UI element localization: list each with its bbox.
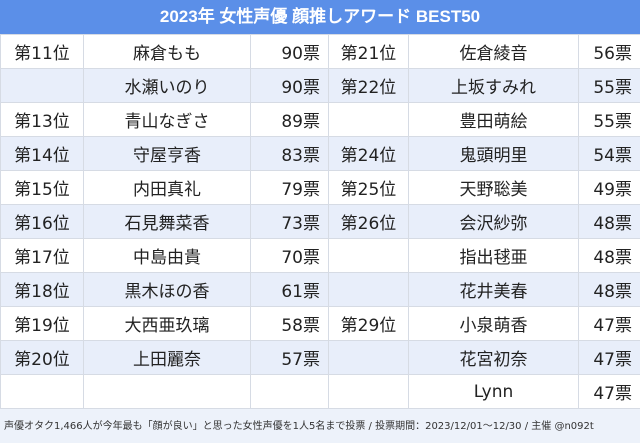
name-cell: 水瀬いのり [83, 68, 251, 103]
table-row: 第14位 守屋亨香 83票 第24位 鬼頭明里 54票 [0, 136, 640, 171]
votes-cell: 47票 [578, 340, 640, 375]
rank-cell: 第20位 [0, 340, 84, 375]
votes-cell: 47票 [578, 374, 640, 409]
votes-cell [250, 374, 329, 409]
rank-cell [0, 68, 84, 103]
name-cell: 花井美春 [408, 272, 579, 307]
rank-cell: 第18位 [0, 272, 84, 307]
table-row: 第18位 黒木ほの香 61票 花井美春 48票 [0, 272, 640, 307]
name-cell: 中島由貴 [83, 238, 251, 273]
votes-cell: 90票 [250, 68, 329, 103]
name-cell: 石見舞菜香 [83, 204, 251, 239]
rank-cell [328, 102, 409, 137]
name-cell: 佐倉綾音 [408, 34, 579, 69]
votes-cell: 49票 [578, 170, 640, 205]
name-cell: 鬼頭明里 [408, 136, 579, 171]
name-cell: 小泉萌香 [408, 306, 579, 341]
ranking-table: 第11位 麻倉もも 90票 第21位 佐倉綾音 56票 水瀬いのり 90票 第22位 上坂すみれ 5… [0, 34, 640, 409]
name-cell: 豊田萌絵 [408, 102, 579, 137]
rank-cell [328, 340, 409, 375]
votes-cell: 79票 [250, 170, 329, 205]
rank-cell [0, 374, 84, 409]
rank-cell: 第25位 [328, 170, 409, 205]
table-row: 第19位 大西亜玖璃 58票 第29位 小泉萌香 47票 [0, 306, 640, 341]
rank-cell [328, 272, 409, 307]
votes-cell: 83票 [250, 136, 329, 171]
votes-cell: 48票 [578, 272, 640, 307]
table-row: 第20位 上田麗奈 57票 花宮初奈 47票 [0, 340, 640, 375]
name-cell: 花宮初奈 [408, 340, 579, 375]
table-row: 第13位 青山なぎさ 89票 豊田萌絵 55票 [0, 102, 640, 137]
rank-cell: 第21位 [328, 34, 409, 69]
votes-cell: 73票 [250, 204, 329, 239]
rank-cell: 第13位 [0, 102, 84, 137]
name-cell: 青山なぎさ [83, 102, 251, 137]
rank-cell: 第15位 [0, 170, 84, 205]
page-title: 2023年 女性声優 顔推しアワード BEST50 [0, 0, 640, 34]
rank-cell: 第19位 [0, 306, 84, 341]
table-row: 水瀬いのり 90票 第22位 上坂すみれ 55票 [0, 68, 640, 103]
rank-cell: 第11位 [0, 34, 84, 69]
rank-cell: 第24位 [328, 136, 409, 171]
votes-cell: 56票 [578, 34, 640, 69]
name-cell: 指出毬亜 [408, 238, 579, 273]
votes-cell: 61票 [250, 272, 329, 307]
table-row: 第16位 石見舞菜香 73票 第26位 会沢紗弥 48票 [0, 204, 640, 239]
votes-cell: 48票 [578, 204, 640, 239]
name-cell: 大西亜玖璃 [83, 306, 251, 341]
name-cell: 黒木ほの香 [83, 272, 251, 307]
table-row: 第17位 中島由貴 70票 指出毬亜 48票 [0, 238, 640, 273]
footer-note: 声優オタク1,466人が今年最も「顔が良い」と思った女性声優を1人5名まで投票 … [0, 408, 640, 443]
rank-cell: 第22位 [328, 68, 409, 103]
name-cell: 麻倉もも [83, 34, 251, 69]
votes-cell: 89票 [250, 102, 329, 137]
votes-cell: 48票 [578, 238, 640, 273]
votes-cell: 47票 [578, 306, 640, 341]
rank-cell: 第26位 [328, 204, 409, 239]
name-cell: 守屋亨香 [83, 136, 251, 171]
rank-cell: 第14位 [0, 136, 84, 171]
name-cell: 上田麗奈 [83, 340, 251, 375]
rank-cell [328, 238, 409, 273]
votes-cell: 55票 [578, 102, 640, 137]
table-row: 第15位 内田真礼 79票 第25位 天野聡美 49票 [0, 170, 640, 205]
name-cell: 会沢紗弥 [408, 204, 579, 239]
name-cell [83, 374, 251, 409]
rank-cell: 第16位 [0, 204, 84, 239]
rank-cell: 第17位 [0, 238, 84, 273]
votes-cell: 57票 [250, 340, 329, 375]
name-cell: 上坂すみれ [408, 68, 579, 103]
name-cell: 天野聡美 [408, 170, 579, 205]
votes-cell: 70票 [250, 238, 329, 273]
rank-cell: 第29位 [328, 306, 409, 341]
name-cell: 内田真礼 [83, 170, 251, 205]
table-row: Lynn 47票 [0, 374, 640, 409]
votes-cell: 90票 [250, 34, 329, 69]
votes-cell: 54票 [578, 136, 640, 171]
votes-cell: 58票 [250, 306, 329, 341]
rank-cell [328, 374, 409, 409]
table-row: 第11位 麻倉もも 90票 第21位 佐倉綾音 56票 [0, 34, 640, 69]
name-cell: Lynn [408, 374, 579, 409]
votes-cell: 55票 [578, 68, 640, 103]
